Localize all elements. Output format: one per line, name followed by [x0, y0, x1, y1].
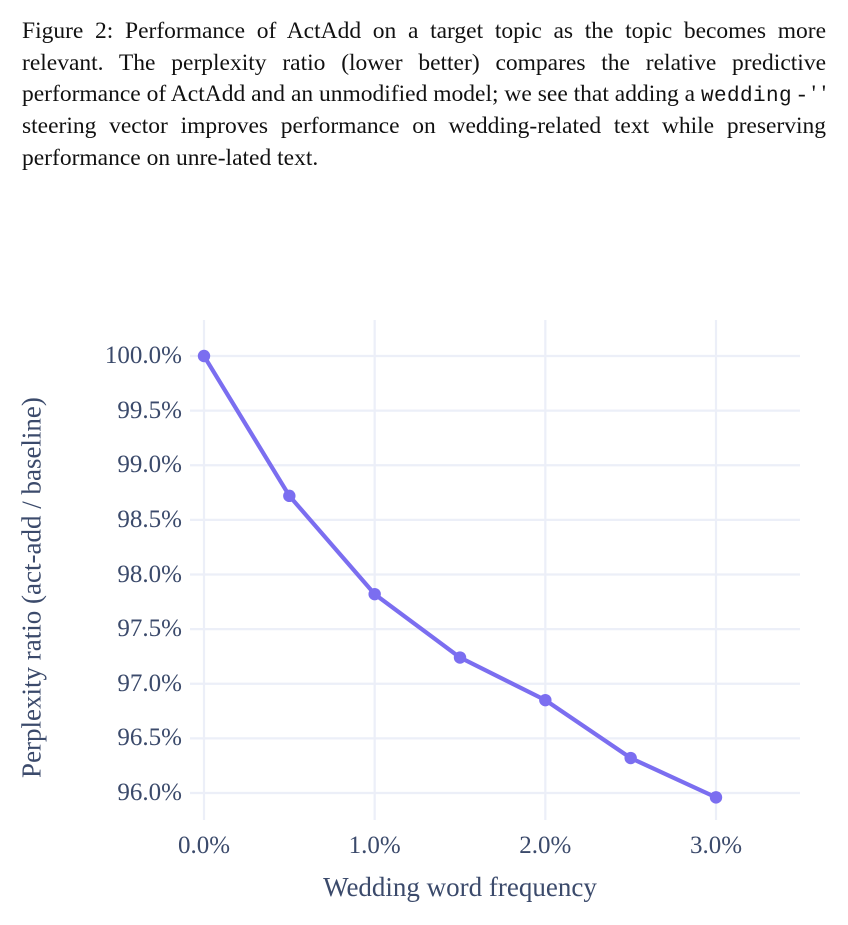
y-tick-label: 97.0%	[117, 669, 182, 697]
data-point-marker	[283, 489, 296, 503]
figure-2-chart: Perplexity ratio (act-add / baseline) 10…	[0, 300, 848, 925]
x-tick-label: 3.0%	[689, 832, 743, 859]
caption-text-after-code: - ' ' steering vector improves performan…	[22, 81, 826, 172]
data-series-line	[201, 353, 719, 800]
data-point-markers	[197, 349, 723, 804]
x-tick-label: 0.0%	[177, 832, 231, 859]
y-axis-tick-labels: 100.0% 99.5% 99.0% 98.5% 98.0% 97.5% 97.0% 96.5…	[32, 300, 182, 860]
line-chart-svg	[190, 320, 800, 820]
data-point-marker	[539, 693, 552, 707]
x-tick-label: 2.0%	[519, 832, 572, 859]
caption-text-before-code: Figure 2: Performance of ActAdd on a tar…	[22, 18, 826, 108]
plot-area	[0, 300, 848, 860]
x-tick-label: 1.0%	[348, 832, 401, 859]
y-tick-label: 99.0%	[117, 451, 182, 479]
x-axis-title: Wedding word frequency	[323, 872, 597, 902]
y-tick-label: 100.0%	[104, 342, 182, 369]
y-tick-label: 96.0%	[117, 779, 182, 806]
vertical-gridlines	[202, 320, 718, 820]
y-tick-label: 96.5%	[117, 724, 182, 752]
data-point-marker	[197, 349, 211, 363]
data-point-marker	[453, 651, 467, 664]
y-tick-label: 98.5%	[117, 505, 182, 533]
y-tick-label: 97.5%	[117, 615, 182, 643]
data-point-marker	[624, 751, 637, 765]
data-point-marker	[368, 587, 381, 601]
x-axis-tick-labels: 0.0% 1.0% 2.0% 3.0%	[0, 832, 848, 872]
horizontal-gridlines	[190, 354, 800, 795]
figure-caption: Figure 2: Performance of ActAdd on a tar…	[22, 16, 826, 175]
y-tick-label: 98.0%	[117, 560, 182, 588]
y-tick-label: 99.5%	[117, 396, 182, 424]
data-point-marker	[709, 791, 723, 804]
caption-code-token: wedding	[700, 85, 792, 109]
